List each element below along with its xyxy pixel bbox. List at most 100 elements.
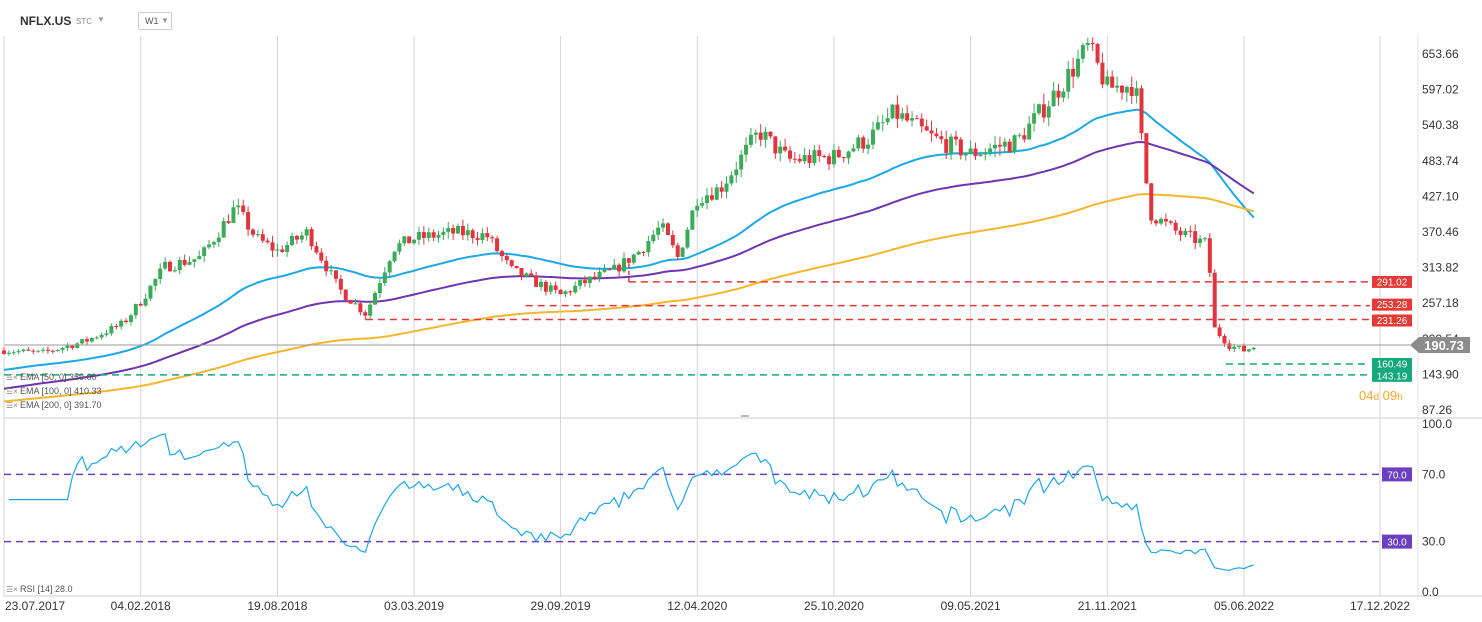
level-tag-291-02 <box>1372 275 1412 288</box>
candle-body <box>573 285 578 293</box>
candle-body <box>1237 345 1242 347</box>
candle-body <box>651 234 656 242</box>
legend-ema100[interactable]: ☰× EMA [100, 0] 410.33 <box>6 386 102 396</box>
candle-body <box>822 156 827 158</box>
settings-close-icon[interactable]: ☰× <box>6 401 18 410</box>
legend-ema50-text: EMA [50, 0] 359.60 <box>20 372 97 382</box>
time-axis-label: 19.08.2018 <box>247 599 307 613</box>
candle-body <box>524 273 529 277</box>
candle-body <box>1017 135 1022 137</box>
candle-body <box>548 285 553 292</box>
candle-body <box>441 231 446 235</box>
legend-ema200-text: EMA [200, 0] 391.70 <box>20 400 102 410</box>
candle-body <box>622 258 627 272</box>
candle-body <box>158 268 163 280</box>
candle-body <box>563 291 568 295</box>
candle-body <box>504 256 509 261</box>
candle-body <box>41 349 46 351</box>
settings-close-icon[interactable]: ☰× <box>6 387 18 396</box>
legend-rsi[interactable]: ☰× RSI [14] 28.0 <box>6 584 73 594</box>
candle-body <box>1076 58 1081 77</box>
settings-close-icon[interactable]: ☰× <box>6 373 18 382</box>
candle-body <box>953 136 958 140</box>
candle-body <box>6 352 11 354</box>
candle-body <box>338 278 343 290</box>
candle-body <box>104 333 109 335</box>
candle-body <box>202 247 207 257</box>
candle-body <box>1085 42 1090 46</box>
candle-body <box>275 249 280 251</box>
candle-body <box>353 303 358 305</box>
candle-body <box>675 245 680 257</box>
candle-body <box>900 113 905 119</box>
candle-body <box>729 175 734 184</box>
candle-body <box>304 229 309 236</box>
candle-body <box>109 325 114 334</box>
candle-body <box>192 259 197 262</box>
candle-body <box>172 270 177 272</box>
candle-body <box>582 280 587 284</box>
candle-body <box>1202 238 1207 240</box>
candle-body <box>914 118 919 120</box>
candle-body <box>1232 346 1237 349</box>
candle-body <box>787 150 792 159</box>
level-tag-text: 291.02 <box>1377 277 1408 288</box>
candle-body <box>382 272 387 284</box>
candle-body <box>480 233 485 240</box>
level-tag-160-49 <box>1372 357 1412 370</box>
candle-body <box>397 243 402 252</box>
candle-body <box>260 234 265 241</box>
time-axis-label: 25.10.2020 <box>804 599 864 613</box>
level-tag-text: 231.26 <box>1377 316 1408 327</box>
candle-body <box>1246 349 1251 352</box>
candle-body <box>924 126 929 131</box>
candle-body <box>1051 90 1056 107</box>
candle-body <box>846 151 851 159</box>
candle-body <box>416 232 421 240</box>
rsi-level-tag-text: 30.0 <box>1387 538 1407 549</box>
candle-body <box>836 149 841 158</box>
legend-rsi-text: RSI [14] 28.0 <box>20 584 73 594</box>
candle-body <box>436 234 441 238</box>
legend-ema50[interactable]: ☰× EMA [50, 0] 359.60 <box>6 372 97 382</box>
candle-body <box>377 283 382 294</box>
candle-body <box>939 136 944 140</box>
candle-body <box>812 150 817 164</box>
candle-body <box>631 254 636 263</box>
legend-ema200[interactable]: ☰× EMA [200, 0] 391.70 <box>6 400 102 410</box>
candle-body <box>333 270 338 279</box>
candle-body <box>138 304 143 306</box>
time-axis-label: 12.04.2020 <box>667 599 727 613</box>
candle-body <box>231 207 236 223</box>
timeframe-select[interactable]: W1 ▼ <box>138 12 172 30</box>
time-axis-label: 21.11.2021 <box>1078 599 1137 613</box>
candle-body <box>197 256 202 260</box>
candle-body <box>45 349 50 351</box>
level-tag-231-26 <box>1372 314 1412 327</box>
settings-close-icon[interactable]: ☰× <box>6 585 18 594</box>
candle-body <box>685 229 690 248</box>
chevron-down-icon[interactable]: ▼ <box>97 15 105 24</box>
symbol-label[interactable]: NFLX.US <box>20 14 72 28</box>
candle-body <box>856 137 861 149</box>
countdown-hours: 09 <box>1382 388 1398 403</box>
candle-body <box>21 349 26 352</box>
candle-body <box>519 267 524 277</box>
rsi-axis-label: 70.0 <box>1422 467 1446 481</box>
price-axis-label: 87.26 <box>1422 403 1452 417</box>
candle-body <box>456 225 461 234</box>
candle-body <box>680 247 685 257</box>
candle-body <box>163 261 168 269</box>
ema-200-line <box>3 193 1255 403</box>
candle-body <box>1227 343 1232 349</box>
candle-body <box>421 232 426 238</box>
candle-body <box>934 133 939 137</box>
instrument-type-label: STC <box>76 17 92 26</box>
timeframe-value: W1 <box>145 16 159 26</box>
candle-body <box>831 149 836 165</box>
time-axis-label: 23.07.2017 <box>5 599 65 613</box>
candle-body <box>817 150 822 157</box>
candle-body <box>1139 88 1144 134</box>
